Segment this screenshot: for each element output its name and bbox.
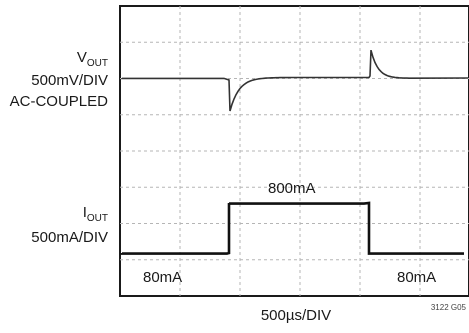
iout-trace [120, 201, 464, 255]
iout-label: IOUT [83, 204, 108, 224]
vout-label-group: VOUT 500mV/DIV AC-COUPLED [10, 49, 109, 110]
iout-scale: 500mA/DIV [31, 229, 108, 246]
iout-label-group: IOUT 500mA/DIV [31, 204, 108, 246]
vout-coupling: AC-COUPLED [10, 93, 109, 110]
annotation-low-right: 80mA [397, 269, 436, 286]
vout-label: VOUT [77, 49, 108, 69]
x-scale-label: 500µs/DIV [261, 307, 331, 324]
vout-trace [121, 49, 469, 112]
annotation-high: 800mA [268, 180, 316, 197]
vout-scale: 500mV/DIV [31, 72, 108, 89]
figure-code: 3122 G05 [431, 303, 467, 312]
annotation-low-left: 80mA [143, 269, 182, 286]
